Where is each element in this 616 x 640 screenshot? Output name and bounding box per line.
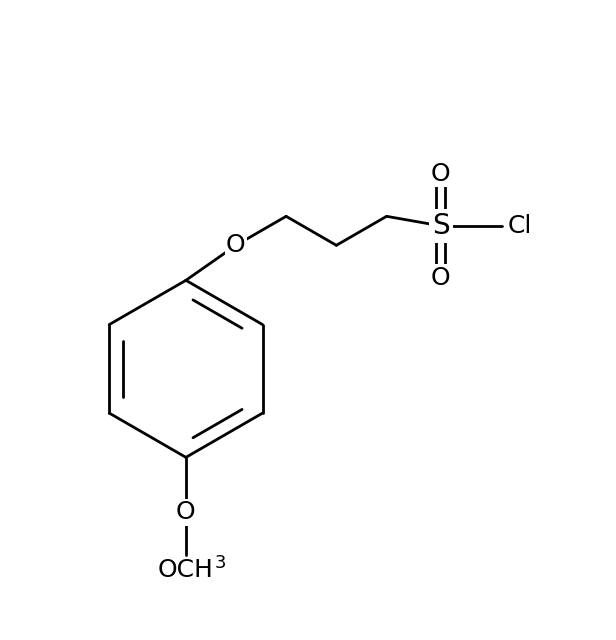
Text: O: O: [431, 162, 450, 186]
Text: S: S: [432, 212, 450, 240]
Text: 3: 3: [214, 554, 226, 572]
Text: OCH: OCH: [158, 558, 214, 582]
Text: O: O: [226, 234, 246, 257]
Text: Cl: Cl: [508, 214, 532, 238]
Text: O: O: [176, 500, 196, 524]
Text: O: O: [431, 266, 450, 290]
